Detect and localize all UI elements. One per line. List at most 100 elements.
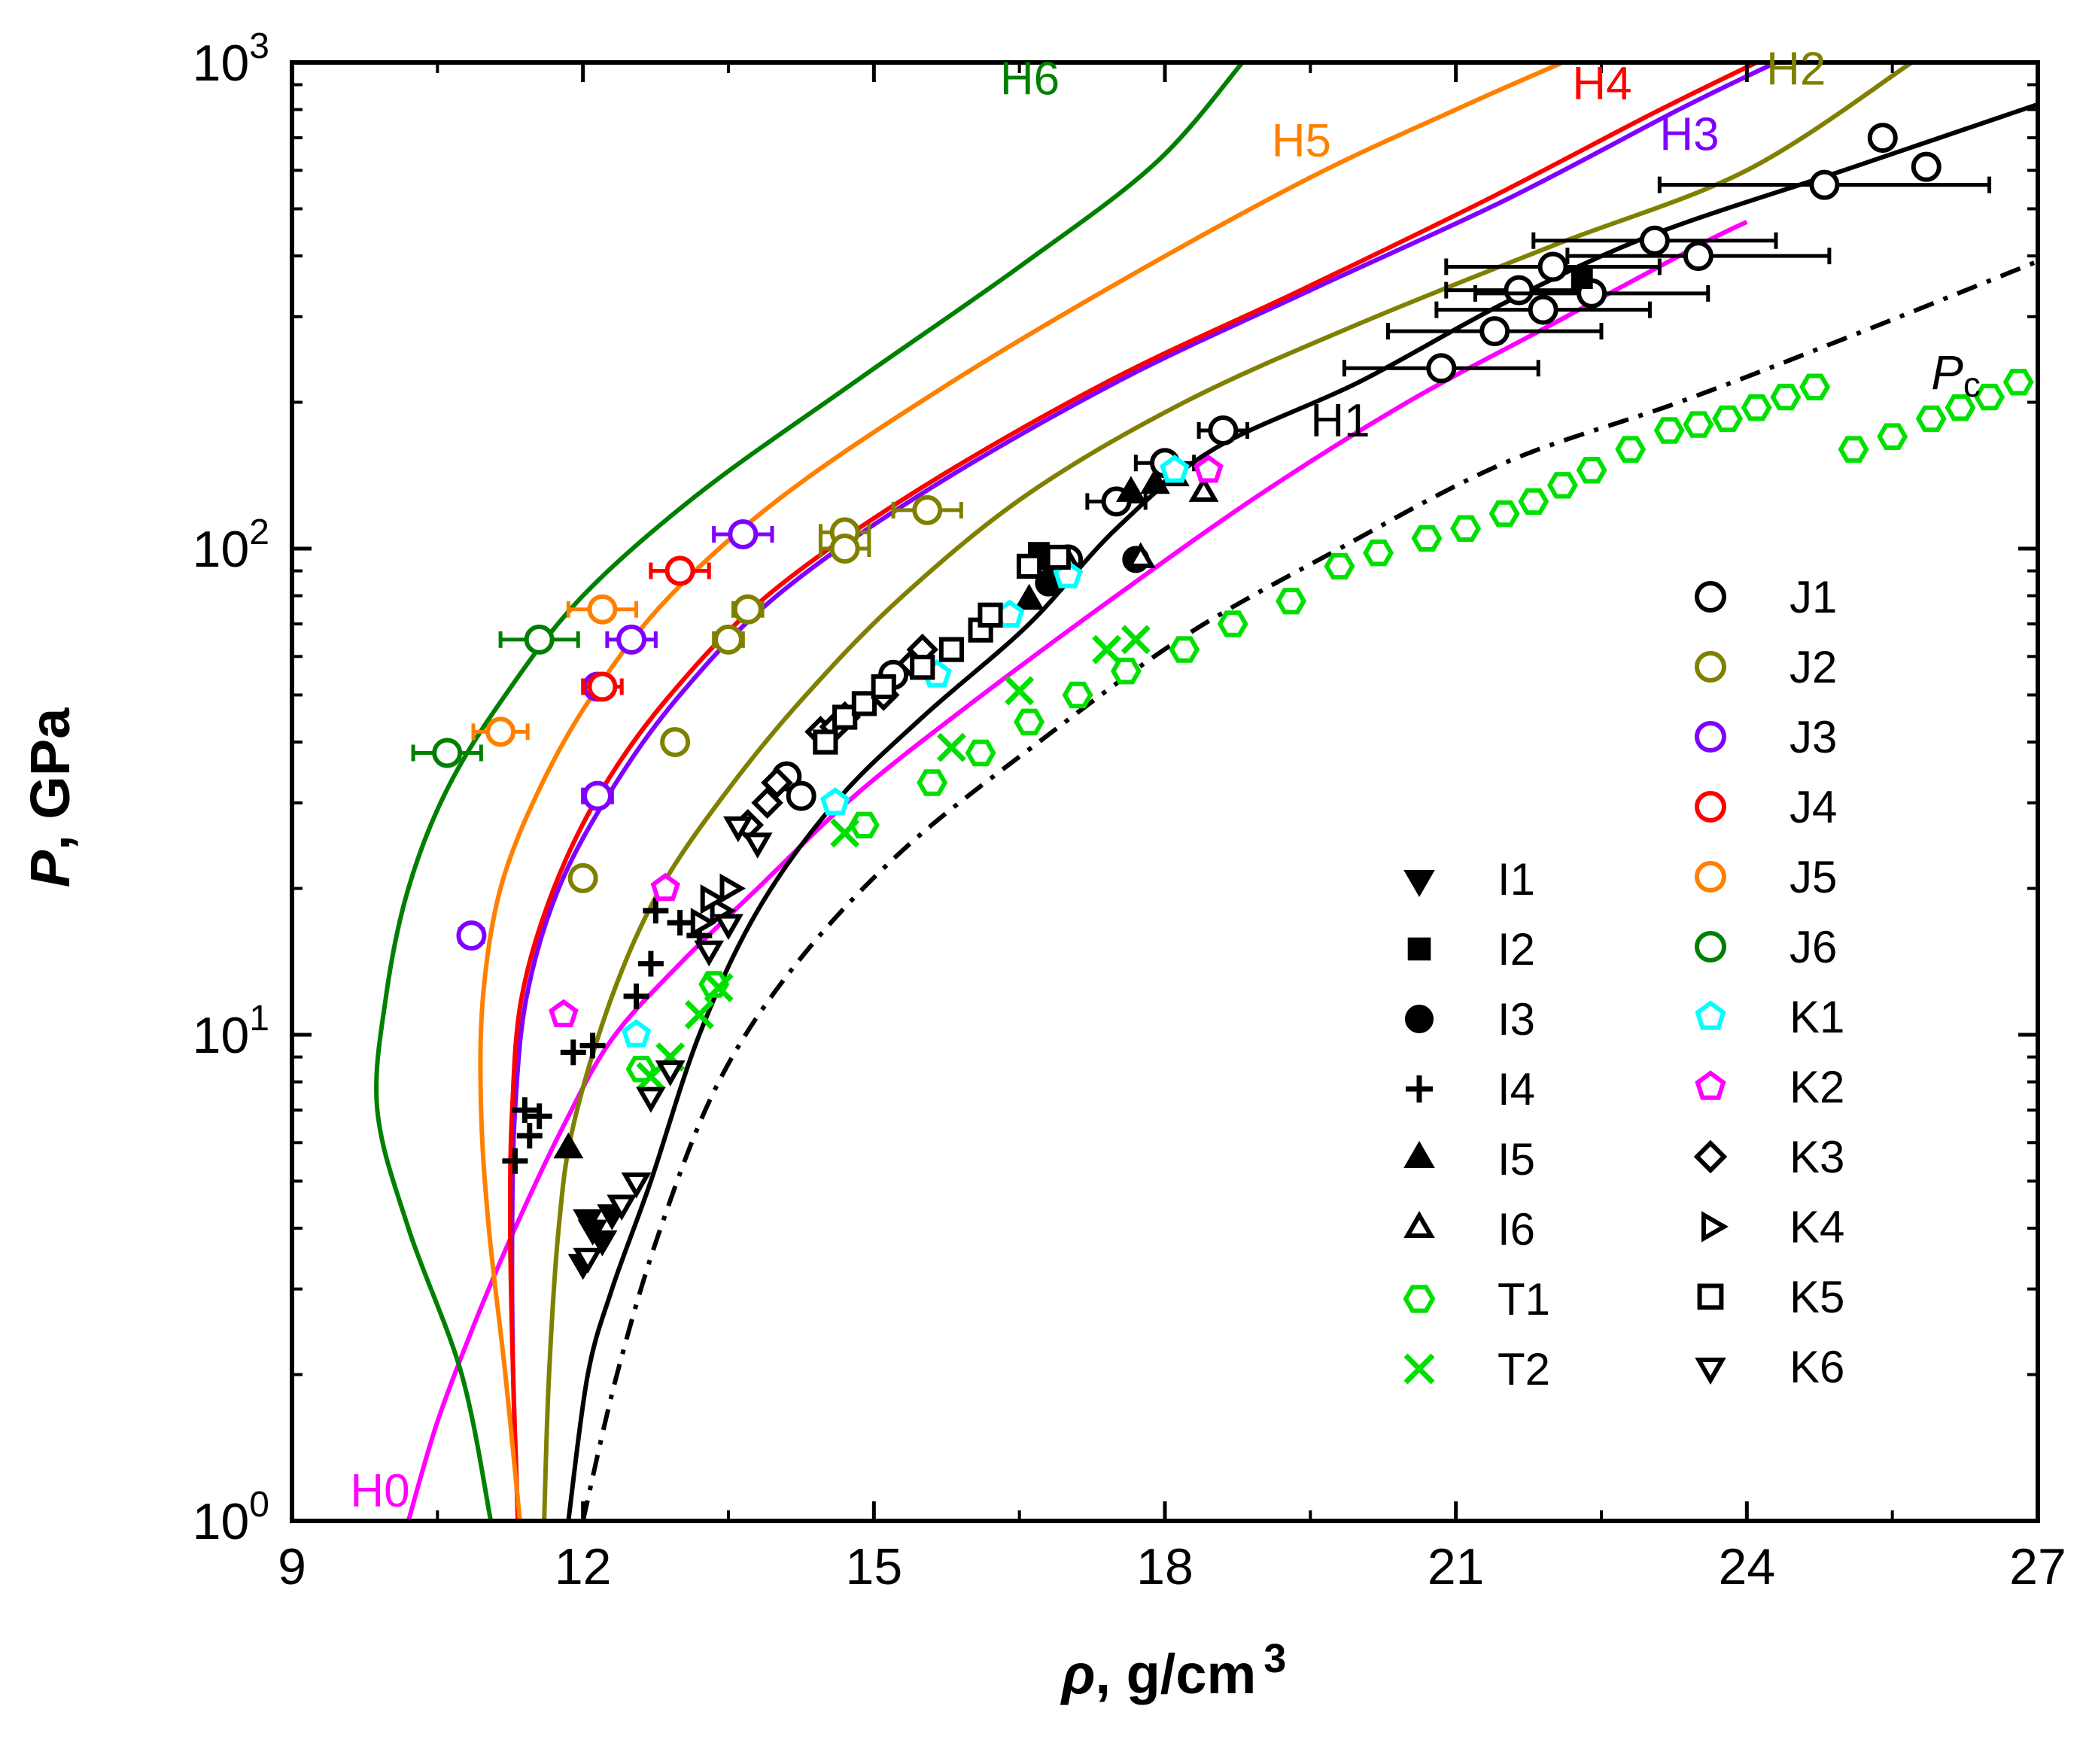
- curves: [374, 62, 2038, 1521]
- point-i4: [526, 1103, 552, 1130]
- legend-label-k3: K3: [1789, 1132, 1844, 1182]
- point-t1: [1974, 383, 2005, 411]
- point-k6: [621, 1172, 652, 1199]
- curve-label-h1: H1: [1310, 395, 1370, 447]
- point-i4: [579, 1033, 606, 1059]
- point-k4: [690, 908, 717, 938]
- point-k6: [713, 914, 743, 941]
- point-t1: [1110, 657, 1142, 685]
- point-k3: [751, 786, 783, 820]
- point-t1: [2045, 362, 2070, 384]
- y-tick-label: 101: [193, 999, 269, 1064]
- point-j1: [1867, 123, 1898, 154]
- point-t1: [1546, 472, 1578, 499]
- legend-label-j5: J5: [1789, 852, 1837, 902]
- point-j1: [1208, 415, 1239, 446]
- y-tick-label: 102: [193, 512, 269, 578]
- point-t2: [684, 999, 714, 1030]
- point-k4: [719, 873, 746, 904]
- point-j1: [1528, 294, 1558, 325]
- point-t1: [1653, 417, 1685, 444]
- legend-label-t1: T1: [1498, 1274, 1550, 1325]
- curve-h0: [406, 220, 1748, 1521]
- point-j1: [1537, 251, 1568, 282]
- point-t1: [1488, 500, 1520, 528]
- curve-h2: [542, 62, 1914, 1521]
- point-j1: [1639, 225, 1670, 256]
- legend-label-j1: J1: [1789, 572, 1837, 622]
- point-k6: [573, 1248, 603, 1274]
- point-k5: [851, 691, 877, 716]
- curve-label-h2: H2: [1766, 44, 1826, 96]
- point-t1: [1276, 588, 1307, 615]
- legend-label-k4: K4: [1789, 1202, 1844, 1252]
- curve-label-h6: H6: [1000, 53, 1060, 105]
- point-t1: [1062, 681, 1093, 709]
- point-j1: [1479, 316, 1510, 347]
- curve-h1: [566, 102, 2038, 1521]
- point-t1: [1324, 552, 1355, 580]
- legend-marker-k6: [1695, 1358, 1726, 1385]
- point-k1: [621, 1019, 652, 1048]
- point-k3: [761, 766, 793, 799]
- legend-marker-i4: [1406, 1075, 1433, 1102]
- legend-label-j4: J4: [1789, 782, 1837, 832]
- point-i1: [577, 1219, 608, 1246]
- point-t1: [965, 739, 996, 767]
- legend-marker-k4: [1701, 1211, 1729, 1242]
- legend-marker-i5: [1403, 1141, 1435, 1168]
- legend-label-i2: I2: [1498, 924, 1535, 975]
- point-j2: [567, 862, 598, 893]
- point-j3: [456, 920, 487, 951]
- point-t1: [1518, 488, 1549, 516]
- curve-labels: H0 H1 H2 H3 H4 H5 H6 Pc: [350, 44, 1981, 1517]
- point-k2: [549, 999, 579, 1027]
- point-k5: [938, 637, 965, 662]
- point-t2: [1121, 625, 1151, 655]
- legend-marker-t1: [1403, 1285, 1436, 1313]
- point-k2: [650, 872, 680, 902]
- legend-marker-j6: [1695, 931, 1726, 963]
- point-j4: [664, 555, 695, 586]
- point-k1: [820, 787, 850, 816]
- point-t1: [1838, 436, 1869, 463]
- point-k5: [1016, 553, 1042, 579]
- legend-label-k2: K2: [1789, 1062, 1844, 1112]
- point-t2: [1092, 634, 1122, 665]
- point-i5: [1140, 467, 1170, 494]
- point-k5: [1045, 544, 1071, 570]
- point-j4: [587, 671, 618, 702]
- point-j2: [732, 594, 763, 625]
- point-j3: [582, 780, 613, 811]
- point-j2: [829, 534, 860, 564]
- curve-label-h3: H3: [1659, 109, 1719, 161]
- legend-marker-i6: [1403, 1211, 1435, 1238]
- legend-marker-k3: [1693, 1139, 1728, 1174]
- point-k6: [655, 1060, 686, 1087]
- point-k6: [694, 940, 725, 967]
- legend-label-i4: I4: [1498, 1064, 1535, 1115]
- point-t1: [1683, 411, 1714, 438]
- point-k1: [1160, 455, 1190, 483]
- point-i4: [667, 910, 693, 936]
- legend-label-j3: J3: [1789, 712, 1837, 762]
- point-j2: [912, 494, 943, 525]
- point-t1: [1877, 423, 1908, 450]
- legend-marker-k5: [1697, 1283, 1724, 1310]
- point-j6: [432, 738, 463, 768]
- point-t2: [936, 732, 966, 762]
- point-k6: [636, 1087, 666, 1113]
- point-t1: [1770, 383, 1802, 411]
- point-j3: [728, 519, 759, 550]
- point-i5: [1116, 476, 1146, 502]
- point-i5: [1014, 583, 1044, 610]
- point-t1: [1576, 457, 1607, 484]
- point-j6: [524, 624, 555, 655]
- curve-label-h4: H4: [1572, 58, 1631, 110]
- curve-h4: [507, 62, 1758, 1521]
- point-k2: [1193, 455, 1224, 483]
- point-j2: [713, 624, 743, 655]
- legend-label-i6: I6: [1498, 1204, 1535, 1255]
- point-t1: [2073, 353, 2089, 375]
- legend: I1 I2 I3 I4 I5 I6 T1 T2 J1 J2 J3 J4 J5 J6 K1 K2 K3 K4 K5 K6: [1403, 572, 1844, 1394]
